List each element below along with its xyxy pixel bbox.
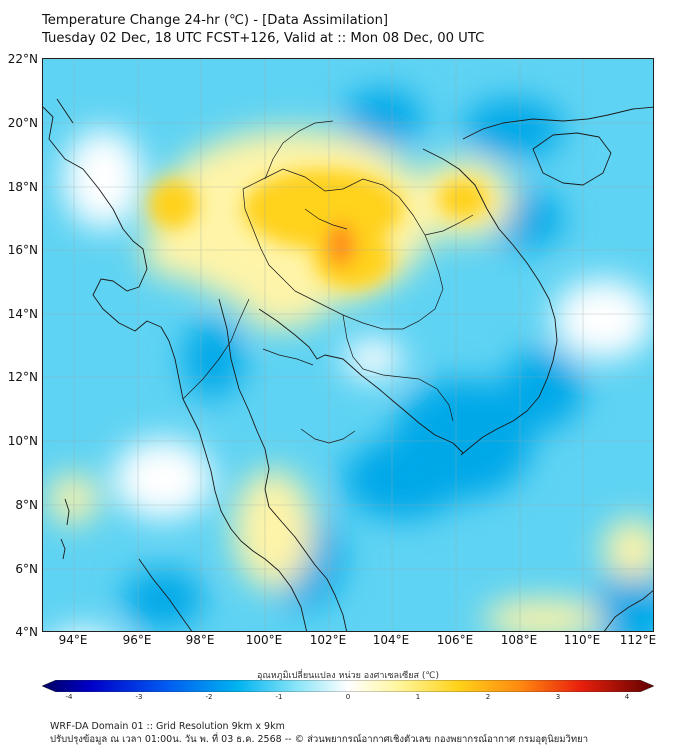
colorbar-tick-3: 3	[555, 693, 561, 701]
lat-label-16n: 16°N	[7, 243, 38, 257]
lat-label-18n: 18°N	[7, 180, 38, 194]
footer-model-info: WRF-DA Domain 01 :: Grid Resolution 9km …	[50, 721, 285, 732]
map-svg	[43, 59, 653, 631]
country-borders	[182, 120, 474, 444]
colorbar-tick-2: 2	[485, 693, 491, 701]
lon-label-106e: 106°E	[436, 633, 474, 647]
footer: WRF-DA Domain 01 :: Grid Resolution 9km …	[50, 720, 588, 746]
colorbar-tick-0: 0	[345, 693, 351, 701]
lon-label-104e: 104°E	[372, 633, 410, 647]
lat-label-6n: 6°N	[15, 562, 38, 576]
lon-label-98e: 98°E	[185, 633, 215, 647]
lat-label-4n: 4°N	[15, 625, 38, 639]
lat-label-22n: 22°N	[7, 52, 38, 66]
grid-lines	[43, 59, 653, 631]
map-subtitle: Tuesday 02 Dec, 18 UTC FCST+126, Valid a…	[42, 31, 485, 46]
temperature-warm-core	[148, 169, 488, 289]
lat-label-10n: 10°N	[7, 434, 38, 448]
lat-label-20n: 20°N	[7, 116, 38, 130]
colorbar-tick-m4: -4	[65, 693, 73, 701]
lon-label-94e: 94°E	[58, 633, 88, 647]
colorbar-tick-m1: -1	[275, 693, 283, 701]
colorbar-tick-m3: -3	[135, 693, 143, 701]
lat-label-8n: 8°N	[15, 498, 38, 512]
coastlines	[43, 98, 653, 631]
lon-label-102e: 102°E	[309, 633, 347, 647]
colorbar	[42, 680, 654, 692]
lat-label-12n: 12°N	[7, 370, 38, 384]
colorbar-tick-1: 1	[415, 693, 421, 701]
colorbar-label: อุณหภูมิเปลี่ยนแปลง หน่วย องศาเซลเซียส (…	[256, 671, 440, 681]
lat-label-14n: 14°N	[7, 307, 38, 321]
lon-label-100e: 100°E	[245, 633, 283, 647]
lon-label-112e: 112°E	[619, 633, 657, 647]
lon-label-110e: 110°E	[563, 633, 601, 647]
lon-label-108e: 108°E	[500, 633, 538, 647]
footer-credit: ปรับปรุงข้อมูล ณ เวลา 01:00น. วัน พ. ที่…	[50, 734, 589, 745]
map-title: Temperature Change 24-hr (℃) - [Data Ass…	[42, 13, 389, 28]
colorbar-tick-4: 4	[624, 693, 630, 701]
map-panel	[42, 58, 654, 632]
lon-label-96e: 96°E	[122, 633, 152, 647]
colorbar-tick-m2: -2	[205, 693, 213, 701]
title-block: Temperature Change 24-hr (℃) - [Data Ass…	[42, 12, 484, 48]
